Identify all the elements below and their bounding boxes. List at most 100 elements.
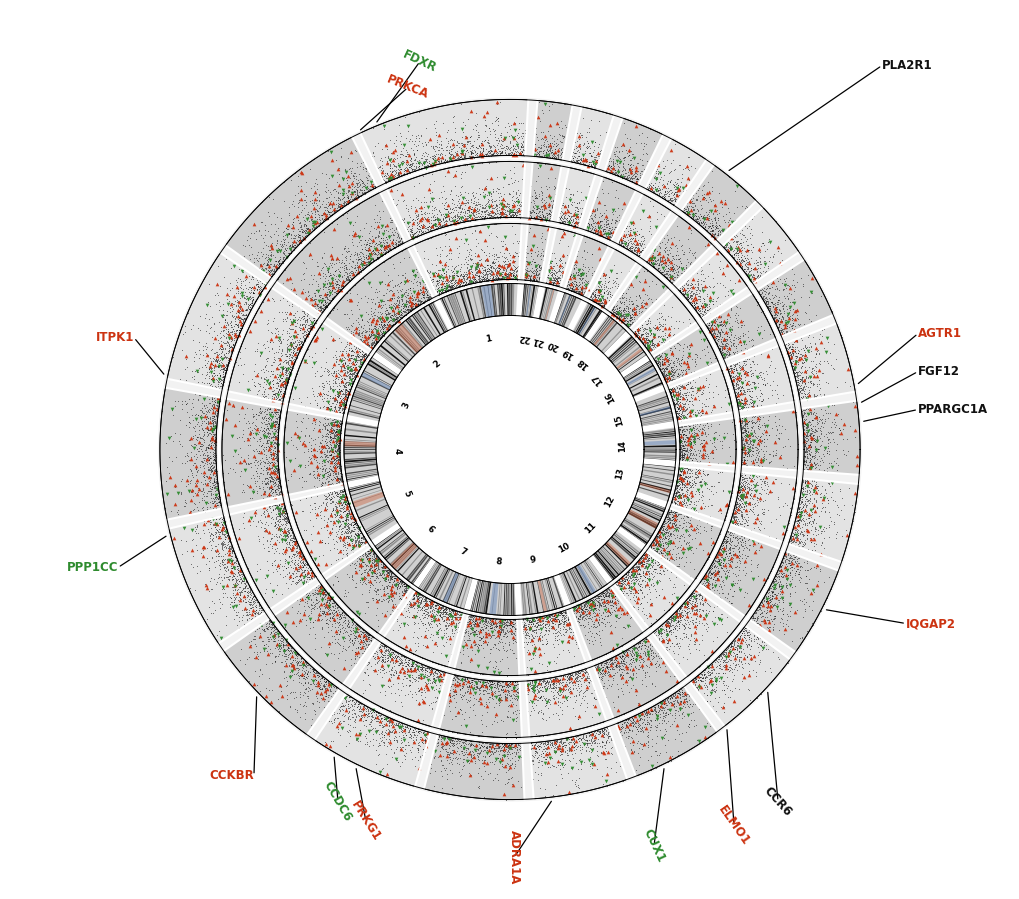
Point xyxy=(557,610,574,624)
Point xyxy=(328,453,344,467)
Point xyxy=(556,678,573,692)
Point xyxy=(769,579,786,593)
Point xyxy=(418,222,434,236)
Point xyxy=(485,675,501,690)
Point xyxy=(766,578,783,592)
Point xyxy=(291,323,308,337)
Point xyxy=(268,254,284,268)
Point xyxy=(327,352,343,366)
Point xyxy=(317,557,333,572)
Point xyxy=(630,709,646,724)
Point xyxy=(555,693,572,708)
Point xyxy=(311,669,327,683)
Point xyxy=(651,539,667,553)
Point xyxy=(661,384,678,398)
Point xyxy=(431,673,447,688)
Point xyxy=(350,645,366,660)
Point xyxy=(774,304,791,318)
Point xyxy=(223,318,239,333)
Point xyxy=(356,699,372,713)
Point xyxy=(719,586,736,601)
Point xyxy=(205,450,221,465)
Polygon shape xyxy=(643,437,675,441)
Point xyxy=(659,536,676,550)
Point xyxy=(572,732,588,746)
Point xyxy=(633,556,649,571)
Point xyxy=(475,628,491,643)
Point xyxy=(628,688,644,702)
Point xyxy=(633,711,649,725)
Point xyxy=(655,709,672,724)
Point xyxy=(356,638,372,653)
Point xyxy=(365,243,381,257)
Point xyxy=(403,222,419,236)
Point xyxy=(744,441,760,455)
Point xyxy=(683,477,699,492)
Point xyxy=(751,432,767,447)
Point xyxy=(496,266,513,280)
Point xyxy=(555,226,572,240)
Point xyxy=(357,539,373,553)
Point xyxy=(255,295,271,309)
Point xyxy=(676,441,692,455)
Point xyxy=(215,365,231,379)
Point xyxy=(217,540,233,555)
Point xyxy=(308,482,324,496)
Point xyxy=(693,277,709,291)
Point xyxy=(315,206,331,220)
Point xyxy=(686,444,702,458)
Point xyxy=(313,580,329,594)
Point xyxy=(513,139,529,154)
Point xyxy=(319,384,335,398)
Point xyxy=(734,424,750,439)
Point xyxy=(470,728,486,743)
Point xyxy=(619,666,635,681)
Polygon shape xyxy=(346,421,378,427)
Point xyxy=(676,693,692,708)
Point xyxy=(305,663,321,678)
Point xyxy=(839,432,855,446)
Point xyxy=(318,454,334,468)
Point xyxy=(190,463,206,477)
Point xyxy=(443,280,460,294)
Point xyxy=(493,652,510,666)
Point xyxy=(685,617,701,631)
Point xyxy=(805,388,821,403)
Point xyxy=(320,450,336,465)
Point xyxy=(203,356,219,370)
Point xyxy=(761,592,777,607)
Point xyxy=(452,610,469,625)
Point xyxy=(715,426,732,441)
Point xyxy=(386,225,403,239)
Point xyxy=(391,296,408,310)
Point xyxy=(574,664,590,679)
Point xyxy=(546,141,562,156)
Point xyxy=(409,639,425,654)
Point xyxy=(265,430,281,444)
Point xyxy=(404,227,420,241)
Point xyxy=(425,645,441,659)
Point xyxy=(664,371,681,386)
Point xyxy=(301,317,317,332)
Point xyxy=(708,654,725,668)
Point xyxy=(362,254,378,268)
Point xyxy=(267,423,283,438)
Point xyxy=(524,674,540,689)
Point xyxy=(216,535,232,549)
Point xyxy=(345,517,362,531)
Point xyxy=(198,454,214,468)
Point xyxy=(803,477,819,492)
Point xyxy=(584,160,600,174)
Point xyxy=(730,373,746,387)
Point xyxy=(353,548,369,563)
Point xyxy=(806,408,822,423)
Point xyxy=(437,734,453,749)
Point xyxy=(476,263,492,277)
Point xyxy=(318,285,334,299)
Point xyxy=(667,530,684,544)
Point xyxy=(723,363,740,378)
Point xyxy=(681,604,697,619)
Point xyxy=(717,236,734,250)
Point xyxy=(424,701,440,716)
Point xyxy=(256,426,272,441)
